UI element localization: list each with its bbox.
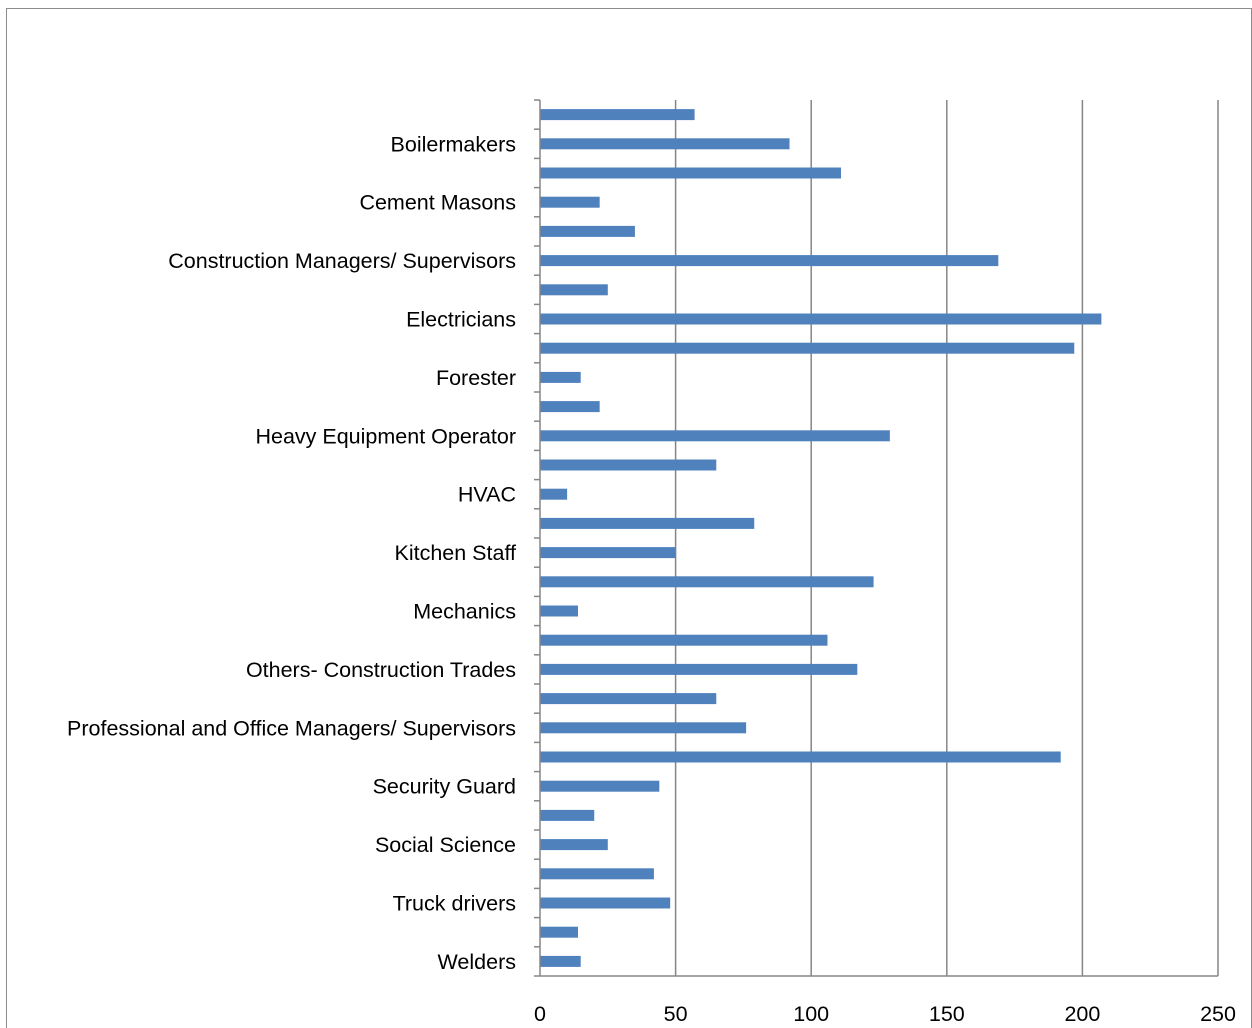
- bar-19: [540, 663, 858, 675]
- bar-13: [540, 488, 568, 500]
- x-tick-label-0: 0: [534, 1002, 546, 1026]
- bar-17: [540, 605, 578, 617]
- bar-3: [540, 196, 600, 208]
- bar-4: [540, 225, 635, 237]
- bar-7: [540, 313, 1102, 325]
- bar-15: [540, 547, 676, 559]
- bar-12: [540, 459, 717, 471]
- bar-29: [540, 955, 581, 967]
- category-label: Professional and Office Managers/ Superv…: [67, 716, 516, 740]
- category-label: Heavy Equipment Operator: [255, 424, 516, 448]
- bar-20: [540, 693, 717, 705]
- category-axis: [534, 99, 1218, 977]
- bar-26: [540, 868, 654, 880]
- category-label: Mechanics: [413, 600, 516, 624]
- bar-27: [540, 897, 671, 909]
- category-label: Boilermakers: [391, 132, 516, 156]
- bar-23: [540, 780, 660, 792]
- bar-22: [540, 751, 1061, 763]
- category-label: Forester: [436, 366, 516, 390]
- x-tick-label-100: 100: [793, 1002, 829, 1026]
- bar-8: [540, 342, 1075, 354]
- gridlines: [674, 100, 1219, 976]
- bar-24: [540, 809, 595, 821]
- bar-1: [540, 138, 790, 150]
- category-labels: Boilermakers Cement Masons Construction Ma…: [67, 132, 516, 974]
- bar-25: [540, 839, 608, 851]
- bar-14: [540, 517, 755, 529]
- bar-16: [540, 576, 874, 588]
- category-label: HVAC: [458, 483, 516, 507]
- bar-10: [540, 401, 600, 413]
- x-tick-label-150: 150: [929, 1002, 965, 1026]
- category-label: Truck drivers: [393, 892, 516, 916]
- bar-5: [540, 255, 999, 267]
- category-label: Electricians: [406, 308, 516, 332]
- bar-0: [540, 109, 695, 121]
- bar-6: [540, 284, 608, 296]
- category-label: Others- Construction Trades: [246, 658, 516, 682]
- bar-11: [540, 430, 890, 442]
- bars: [540, 109, 1102, 967]
- bar-21: [540, 722, 747, 734]
- category-label: Welders: [438, 950, 516, 974]
- value-axis-labels: 0 50 100 150 200 250: [534, 1002, 1236, 1026]
- category-label: Kitchen Staff: [394, 541, 516, 565]
- x-tick-label-250: 250: [1200, 1002, 1236, 1026]
- category-label: Security Guard: [373, 775, 516, 799]
- bar-9: [540, 371, 581, 383]
- category-label: Social Science: [375, 833, 516, 857]
- category-label: Cement Masons: [359, 191, 516, 215]
- bar-28: [540, 926, 578, 938]
- bar-2: [540, 167, 842, 179]
- x-tick-label-200: 200: [1064, 1002, 1100, 1026]
- category-label: Construction Managers/ Supervisors: [168, 249, 516, 273]
- x-tick-label-50: 50: [664, 1002, 688, 1026]
- bar-18: [540, 634, 828, 646]
